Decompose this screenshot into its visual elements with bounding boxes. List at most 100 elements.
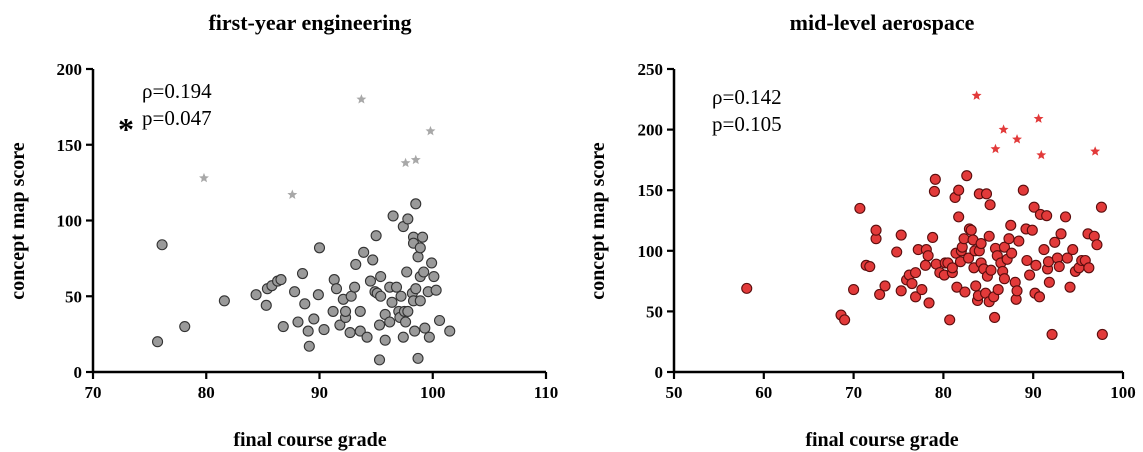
axes <box>672 69 1123 374</box>
data-point <box>426 257 438 269</box>
data-point <box>985 264 997 276</box>
x-tick-label: 100 <box>1110 383 1136 402</box>
x-tick-label: 100 <box>420 383 446 402</box>
data-point <box>998 273 1011 285</box>
data-point <box>951 281 963 293</box>
data-point <box>418 266 430 278</box>
data-point <box>379 334 391 346</box>
data-point <box>344 327 356 339</box>
y-tick-label: 0 <box>655 363 664 382</box>
data-point <box>1028 201 1040 213</box>
data-point <box>895 285 907 297</box>
y-tick-label: 0 <box>74 363 83 382</box>
data-point <box>370 230 382 242</box>
data-point <box>250 289 262 301</box>
data-point <box>414 295 426 307</box>
data-point <box>953 184 965 196</box>
data-point <box>1026 224 1038 236</box>
data-point <box>958 233 970 245</box>
data-point <box>430 284 442 296</box>
data-point <box>1003 233 1015 245</box>
data-point <box>916 284 928 296</box>
data-point <box>927 231 939 244</box>
outlier-star <box>410 154 421 165</box>
data-point <box>364 275 377 287</box>
data-point <box>1021 254 1033 267</box>
data-point <box>1005 219 1017 231</box>
outlier-star <box>971 90 982 100</box>
data-point <box>384 316 396 328</box>
data-point <box>433 314 446 327</box>
data-point <box>1096 328 1108 340</box>
data-point <box>402 213 414 225</box>
data-point <box>339 305 352 317</box>
data-point <box>1024 269 1036 281</box>
data-point <box>218 295 230 307</box>
data-point <box>412 352 424 364</box>
x-axis-label: final course grade <box>805 429 958 451</box>
data-point <box>354 305 366 317</box>
data-points <box>152 94 456 366</box>
data-point <box>386 296 398 308</box>
data-point <box>1011 285 1023 297</box>
data-point <box>910 267 922 279</box>
data-point <box>965 224 977 236</box>
data-point <box>390 281 403 293</box>
outlier-star <box>1036 149 1047 160</box>
data-point <box>397 331 409 343</box>
data-point <box>1006 247 1018 259</box>
axes <box>91 69 546 374</box>
data-point <box>410 283 422 295</box>
y-tick-label: 100 <box>638 242 664 261</box>
data-point <box>375 271 387 283</box>
data-point <box>354 325 366 337</box>
data-point <box>401 266 413 278</box>
data-point <box>156 239 168 251</box>
data-point <box>959 286 971 298</box>
data-points <box>741 90 1108 340</box>
data-point <box>414 242 426 254</box>
outlier-star <box>1033 113 1044 123</box>
data-point <box>367 254 379 266</box>
data-point <box>152 336 164 348</box>
p-value-annotation: p=0.047 <box>142 106 212 130</box>
data-point <box>179 320 191 333</box>
data-point <box>373 354 386 366</box>
data-point <box>1017 184 1029 196</box>
data-point <box>361 331 373 343</box>
data-point <box>922 250 934 262</box>
outlier-star <box>287 189 298 199</box>
x-tick-label: 70 <box>85 383 102 402</box>
y-tick-label: 50 <box>646 302 663 321</box>
y-tick-label: 250 <box>638 60 664 79</box>
x-tick-label: 90 <box>1025 383 1042 402</box>
data-point <box>373 319 386 331</box>
data-point <box>1055 228 1067 240</box>
data-point <box>961 170 973 182</box>
data-point <box>980 188 993 200</box>
data-point <box>1030 259 1042 271</box>
outlier-star <box>1090 146 1101 156</box>
data-point <box>1064 281 1076 293</box>
data-point <box>395 290 407 302</box>
data-point <box>962 252 975 264</box>
data-point <box>928 185 940 197</box>
data-point <box>1061 252 1073 264</box>
data-point <box>992 284 1004 296</box>
data-point <box>375 290 387 302</box>
y-tick-label: 100 <box>57 212 83 231</box>
y-tick-label: 200 <box>638 121 664 140</box>
data-point <box>275 274 287 286</box>
data-point <box>349 281 361 293</box>
y-ticks: 0 50 100 150 200 250 <box>638 60 674 382</box>
outlier-star <box>199 172 209 183</box>
outlier-star <box>425 125 436 136</box>
data-point <box>953 211 965 223</box>
data-point <box>1059 211 1072 223</box>
x-tick-label: 50 <box>666 383 683 402</box>
data-point <box>1091 239 1103 251</box>
p-value-annotation: p=0.105 <box>712 112 782 136</box>
data-point <box>984 199 996 211</box>
data-point <box>1041 210 1053 222</box>
